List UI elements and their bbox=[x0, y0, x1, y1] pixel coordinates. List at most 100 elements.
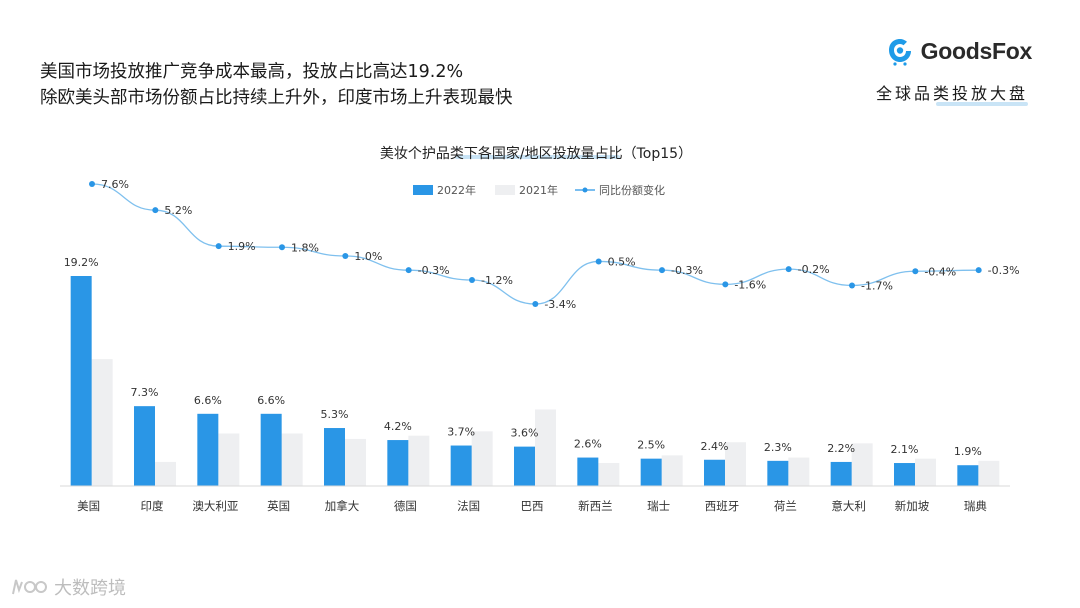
legend-label-yoy: 同比份额变化 bbox=[599, 183, 665, 197]
yoy-series-line bbox=[91, 183, 979, 305]
x-tick-label: 新加坡 bbox=[895, 499, 930, 513]
legend-label-2022: 2022年 bbox=[437, 183, 476, 197]
yoy-point bbox=[849, 282, 855, 289]
bar-label-2022: 2.3% bbox=[764, 441, 792, 454]
headline-line-1: 美国市场投放推广竞争成本最高，投放占比高达19.2% bbox=[40, 62, 464, 82]
x-tick-label: 意大利 bbox=[831, 499, 866, 513]
bar-2022 bbox=[70, 276, 92, 486]
yoy-point bbox=[215, 243, 222, 250]
x-tick-label: 西班牙 bbox=[705, 499, 740, 513]
bar-label-2022: 2.2% bbox=[827, 442, 855, 455]
legend-label-2021: 2021年 bbox=[519, 183, 558, 197]
dashujk-logo-icon bbox=[12, 579, 47, 595]
yoy-point bbox=[89, 181, 95, 187]
bar-2022 bbox=[704, 459, 725, 486]
bar-2022 bbox=[324, 428, 345, 486]
yoy-label: -1.6% bbox=[734, 278, 766, 291]
bar-2021 bbox=[598, 463, 620, 486]
yoy-label: -1.2% bbox=[481, 274, 513, 287]
brand-subtitle: 全球品类投放大盘 bbox=[875, 84, 1028, 103]
x-tick-label: 荷兰 bbox=[774, 499, 797, 513]
yoy-point bbox=[405, 267, 412, 274]
yoy-label: -0.2% bbox=[798, 263, 830, 276]
yoy-label: 1.8% bbox=[291, 241, 319, 254]
legend-swatch-2022 bbox=[413, 185, 433, 195]
yoy-label: 5.2% bbox=[164, 204, 192, 217]
bar-2022 bbox=[514, 446, 535, 486]
brand-name: GoodsFox bbox=[920, 37, 1033, 64]
yoy-label: -0.3% bbox=[988, 264, 1020, 277]
bar-label-2022: 6.6% bbox=[194, 394, 222, 407]
x-tick-label: 巴西 bbox=[521, 499, 544, 513]
goodsfox-logo-icon bbox=[888, 39, 911, 66]
bar-2022 bbox=[387, 440, 409, 486]
bar-label-2022: 7.3% bbox=[131, 386, 159, 399]
brand-underline bbox=[936, 102, 1028, 106]
bar-label-2022: 2.6% bbox=[574, 438, 602, 451]
yoy-point bbox=[532, 301, 539, 307]
yoy-label: -0.3% bbox=[418, 264, 450, 277]
bar-label-2022: 2.1% bbox=[891, 443, 919, 456]
x-tick-label: 加拿大 bbox=[325, 499, 360, 513]
bar-label-2022: 2.4% bbox=[701, 440, 729, 453]
bar-2021 bbox=[851, 443, 873, 486]
yoy-point bbox=[785, 266, 792, 273]
bar-2021 bbox=[91, 359, 113, 486]
bar-label-2022: 2.5% bbox=[637, 439, 665, 452]
x-tick-label: 英国 bbox=[267, 499, 290, 513]
bar-2021 bbox=[915, 458, 936, 486]
chart-title-underline bbox=[455, 155, 620, 159]
bar-2021 bbox=[218, 433, 240, 486]
yoy-label: -3.4% bbox=[544, 298, 576, 311]
x-tick-label: 美国 bbox=[77, 499, 100, 513]
yoy-point bbox=[975, 267, 982, 274]
headline-line-2: 除欧美头部市场份额占比持续上升外，印度市场上升表现最快 bbox=[40, 88, 513, 108]
bar-2021 bbox=[281, 433, 303, 486]
bar-2021 bbox=[661, 455, 683, 486]
bar-label-2022: 1.9% bbox=[954, 445, 982, 458]
watermark-text: 大数跨境 bbox=[54, 578, 126, 599]
bar-2021 bbox=[155, 461, 176, 486]
bar-2021 bbox=[725, 442, 746, 486]
yoy-point bbox=[912, 268, 919, 275]
bar-2021 bbox=[788, 457, 810, 486]
bar-2022 bbox=[134, 406, 155, 486]
yoy-label: 0.5% bbox=[608, 255, 636, 268]
bar-2022 bbox=[260, 413, 282, 486]
yoy-point bbox=[342, 253, 349, 259]
bar-2022 bbox=[830, 461, 852, 486]
yoy-point bbox=[595, 258, 602, 265]
yoy-label: -1.7% bbox=[861, 279, 893, 292]
bar-label-2022: 3.7% bbox=[447, 426, 475, 439]
bar-2022 bbox=[957, 465, 979, 486]
yoy-label: -0.4% bbox=[924, 265, 956, 278]
yoy-point bbox=[659, 267, 665, 274]
yoy-label: 1.0% bbox=[354, 250, 382, 263]
bar-label-2022: 4.2% bbox=[384, 420, 412, 433]
yoy-label: 7.6% bbox=[101, 178, 129, 191]
yoy-point bbox=[279, 244, 285, 251]
bar-2021 bbox=[978, 460, 1000, 486]
yoy-label: -0.3% bbox=[671, 264, 703, 277]
bar-label-2022: 19.2% bbox=[64, 256, 99, 269]
yoy-point bbox=[152, 207, 159, 214]
x-tick-label: 法国 bbox=[457, 499, 480, 513]
bar-label-2022: 6.6% bbox=[257, 394, 285, 407]
legend-swatch-2021 bbox=[495, 185, 515, 195]
bar-label-2022: 3.6% bbox=[511, 427, 539, 440]
bar-2022 bbox=[894, 463, 915, 486]
bar-2022 bbox=[197, 413, 219, 486]
bar-label-2022: 5.3% bbox=[321, 408, 349, 421]
x-tick-label: 新西兰 bbox=[578, 499, 613, 513]
bar-2022 bbox=[640, 458, 662, 486]
bar-2022 bbox=[450, 445, 472, 486]
yoy-point bbox=[469, 277, 475, 283]
legend-marker-yoy bbox=[582, 187, 588, 193]
yoy-point bbox=[722, 281, 729, 288]
bar-2021 bbox=[345, 438, 366, 486]
yoy-label: 1.9% bbox=[228, 240, 256, 253]
bar-2021 bbox=[471, 431, 493, 486]
x-tick-label: 澳大利亚 bbox=[192, 499, 238, 513]
watermark: 大数跨境 bbox=[10, 574, 126, 600]
